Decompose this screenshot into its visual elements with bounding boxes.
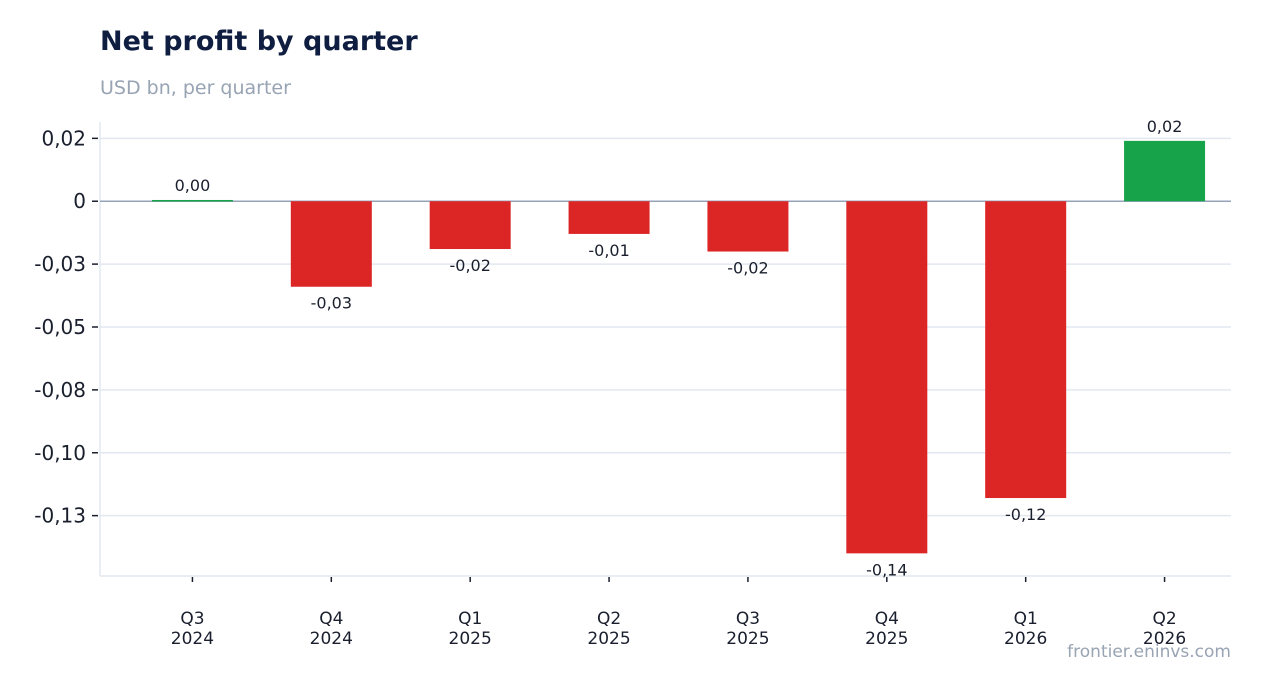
x-tick-label: Q3 2025 — [726, 609, 769, 649]
data-label: -0,02 — [449, 256, 490, 275]
bar — [290, 201, 372, 287]
bar — [429, 201, 511, 250]
x-tick-label-line: Q1 — [1014, 609, 1038, 629]
bar — [1124, 140, 1206, 202]
x-tick-label: Q4 2024 — [310, 609, 353, 649]
x-tick-label-line: Q1 — [458, 609, 482, 629]
x-tick-label: Q1 2025 — [449, 609, 492, 649]
x-tick-label-line: 2025 — [449, 629, 492, 649]
bar — [846, 201, 928, 554]
data-labels: 0,00 -0,03 -0,02 -0,01 -0,02 -0,14 -0,12 0,02 — [175, 117, 1183, 579]
x-tick-label: Q3 2024 — [171, 609, 214, 649]
x-tick-label: Q2 2025 — [587, 609, 630, 649]
x-tick-label: Q1 2026 — [1004, 609, 1047, 649]
x-tick-label-line: 2025 — [587, 629, 630, 649]
source-footer: frontier.eninvs.com — [1067, 642, 1231, 662]
data-label: -0,03 — [311, 294, 352, 313]
y-tick-label: -0,08 — [34, 378, 86, 402]
data-label: -0,14 — [866, 560, 907, 579]
y-tick-label: -0,13 — [34, 504, 86, 528]
x-tick-label: Q4 2025 — [865, 609, 908, 649]
x-tick-label-line: Q3 — [736, 609, 760, 629]
x-tick-label-line: 2025 — [865, 629, 908, 649]
x-tick-label-line: 2024 — [171, 629, 214, 649]
y-tick-label: -0,10 — [34, 441, 86, 465]
x-tick-label-line: Q2 — [1152, 609, 1176, 629]
bar — [151, 199, 233, 202]
y-tick-label: 0,02 — [41, 126, 86, 150]
data-label: -0,12 — [1005, 505, 1046, 524]
x-tick-label: Q2 2026 — [1143, 609, 1186, 649]
data-label: 0,02 — [1147, 117, 1183, 136]
bar — [568, 201, 650, 234]
data-label: -0,02 — [727, 259, 768, 278]
x-tick-label-line: 2026 — [1004, 629, 1047, 649]
bars — [151, 140, 1206, 554]
y-tick-label: -0,05 — [34, 315, 86, 339]
x-tick-label-line: Q4 — [875, 609, 899, 629]
y-tick-label: -0,03 — [34, 252, 86, 276]
x-tick-label-line: Q3 — [180, 609, 204, 629]
y-axis-ticks: 0,02 0 -0,03 -0,05 -0,08 -0,10 -0,13 — [34, 126, 98, 528]
x-tick-label-line: 2025 — [726, 629, 769, 649]
x-tick-label-line: 2026 — [1143, 629, 1186, 649]
bar — [707, 201, 789, 252]
x-tick-label-line: Q4 — [319, 609, 343, 629]
data-label: -0,01 — [588, 241, 629, 260]
chart-title: Net profit by quarter — [100, 26, 418, 57]
chart-subtitle: USD bn, per quarter — [100, 77, 291, 99]
y-tick-label: 0 — [73, 189, 86, 213]
data-label: 0,00 — [175, 176, 211, 195]
x-tick-label-line: Q2 — [597, 609, 621, 629]
bar — [985, 201, 1067, 499]
x-tick-label-line: 2024 — [310, 629, 353, 649]
